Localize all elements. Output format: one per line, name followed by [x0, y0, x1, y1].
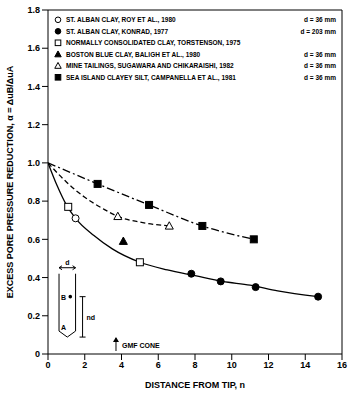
svg-text:12: 12 — [263, 360, 273, 370]
svg-text:0.8: 0.8 — [27, 196, 40, 206]
svg-text:d = 36 mm: d = 36 mm — [304, 62, 336, 69]
svg-text:d = 36 mm: d = 36 mm — [304, 74, 336, 81]
svg-text:ST. ALBAN CLAY, ROY ET AL., 19: ST. ALBAN CLAY, ROY ET AL., 1980 — [66, 16, 176, 24]
svg-text:0: 0 — [35, 349, 40, 359]
svg-text:16: 16 — [337, 360, 347, 370]
svg-text:8: 8 — [192, 360, 197, 370]
svg-text:6: 6 — [156, 360, 161, 370]
svg-text:d = 36 mm: d = 36 mm — [304, 51, 336, 58]
svg-text:MINE TAILINGS, SUGAWARA AND CH: MINE TAILINGS, SUGAWARA AND CHIKARAISHI,… — [66, 62, 234, 70]
svg-text:DISTANCE FROM TIP, n: DISTANCE FROM TIP, n — [145, 380, 245, 390]
svg-text:1.0: 1.0 — [27, 158, 40, 168]
svg-text:d = 203 mm: d = 203 mm — [300, 28, 336, 35]
svg-text:2: 2 — [82, 360, 87, 370]
svg-text:4: 4 — [119, 360, 124, 370]
svg-text:d = 36 mm: d = 36 mm — [304, 16, 336, 23]
svg-text:EXCESS PORE PRESSURE REDUCTION: EXCESS PORE PRESSURE REDUCTION, α = ΔuB/… — [8, 65, 15, 298]
svg-text:0.2: 0.2 — [27, 311, 40, 321]
svg-text:0: 0 — [45, 360, 50, 370]
svg-text:B: B — [61, 294, 66, 301]
svg-text:10: 10 — [227, 360, 237, 370]
svg-text:1.2: 1.2 — [27, 120, 40, 130]
svg-text:d: d — [65, 259, 69, 266]
svg-text:BOSTON BLUE CLAY, BALIGH ET AL: BOSTON BLUE CLAY, BALIGH ET AL., 1980 — [66, 51, 201, 59]
svg-text:14: 14 — [300, 360, 310, 370]
svg-text:0.6: 0.6 — [27, 235, 40, 245]
svg-text:1.8: 1.8 — [27, 5, 40, 15]
svg-text:0.4: 0.4 — [27, 273, 40, 283]
svg-text:1.4: 1.4 — [27, 82, 40, 92]
svg-text:nd: nd — [87, 314, 96, 321]
svg-text:A: A — [61, 324, 66, 331]
svg-text:ST. ALBAN CLAY, KONRAD, 1977: ST. ALBAN CLAY, KONRAD, 1977 — [66, 28, 168, 36]
svg-text:GMF CONE: GMF CONE — [122, 342, 160, 349]
svg-text:NORMALLY CONSOLIDATED CLAY, TO: NORMALLY CONSOLIDATED CLAY, TORSTENSON, … — [66, 39, 241, 47]
svg-text:1.6: 1.6 — [27, 43, 40, 53]
svg-text:SEA ISLAND CLAYEY SILT, CAMPAN: SEA ISLAND CLAYEY SILT, CAMPANELLA ET AL… — [66, 74, 236, 82]
